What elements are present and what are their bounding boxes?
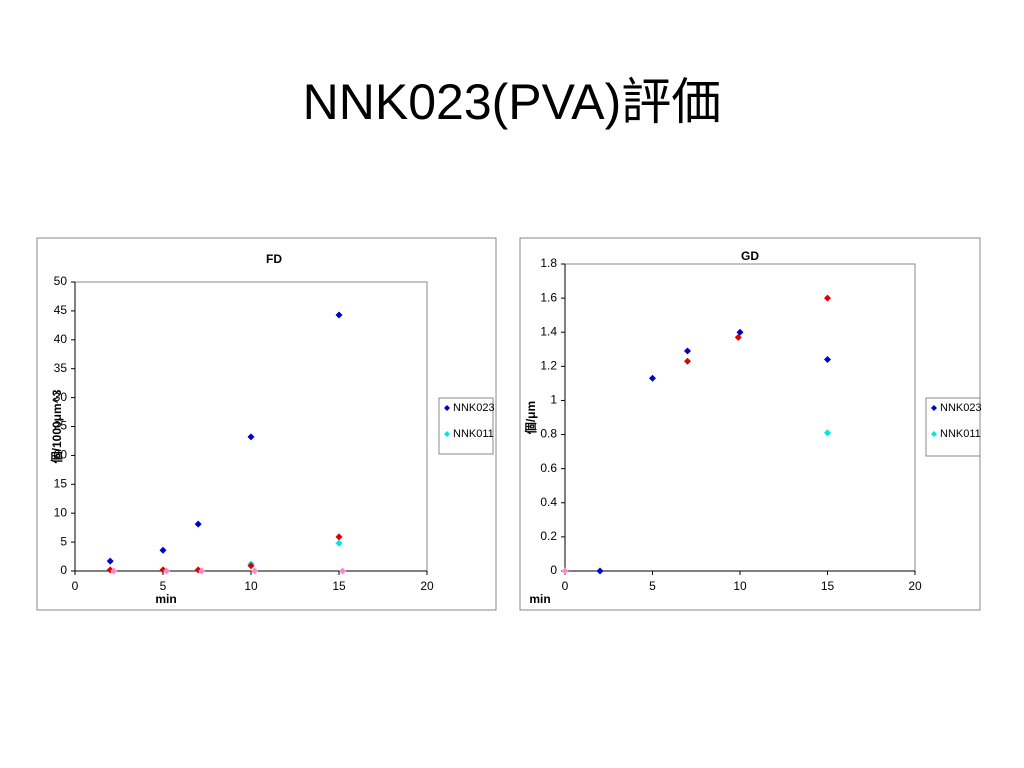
data-point xyxy=(339,567,347,575)
data-point xyxy=(824,356,831,364)
y-tick-label: 30 xyxy=(54,390,68,404)
y-axis-label: 個/μm xyxy=(523,401,538,435)
y-tick-label: 45 xyxy=(54,303,68,317)
x-tick-label: 10 xyxy=(244,579,258,593)
x-tick-label: 15 xyxy=(332,579,346,593)
plot-area xyxy=(74,281,428,572)
data-point xyxy=(684,357,691,365)
data-point xyxy=(596,567,604,575)
data-point xyxy=(251,567,259,575)
data-point xyxy=(106,557,114,565)
x-tick-label: 20 xyxy=(420,579,434,593)
y-tick-label: 40 xyxy=(54,332,68,346)
data-point xyxy=(247,562,255,570)
legend-label: NNK011 xyxy=(453,428,494,440)
legend-label: NNK011 xyxy=(940,428,981,440)
legend-label: NNK023 xyxy=(453,402,495,414)
x-tick-label: 0 xyxy=(72,579,79,593)
data-point xyxy=(159,546,167,554)
x-tick-label: 15 xyxy=(821,579,835,593)
plot-area xyxy=(564,263,916,572)
x-tick-label: 20 xyxy=(908,579,922,593)
legend-marker xyxy=(444,405,450,411)
x-axis-label: min xyxy=(529,592,550,606)
data-point xyxy=(734,333,742,341)
data-point xyxy=(335,311,343,319)
x-tick-label: 5 xyxy=(649,579,656,593)
y-axis-label: 個/1000μm^3 xyxy=(49,389,64,464)
y-tick-label: 10 xyxy=(54,505,68,519)
y-tick-label: 50 xyxy=(54,274,68,288)
data-point xyxy=(561,567,569,575)
data-point xyxy=(649,374,656,382)
y-tick-label: 0 xyxy=(550,563,557,577)
legend-marker xyxy=(931,431,937,437)
data-point xyxy=(824,429,831,437)
data-point xyxy=(163,567,171,575)
legend-marker xyxy=(444,431,450,437)
y-tick-label: 15 xyxy=(54,476,68,490)
x-tick-label: 0 xyxy=(562,579,569,593)
data-point xyxy=(198,567,206,575)
y-tick-label: 1.4 xyxy=(540,324,557,338)
slide-title: NNK023(PVA)評価 xyxy=(302,74,722,130)
y-tick-label: 25 xyxy=(54,419,68,433)
legend-label: NNK023 xyxy=(940,402,982,414)
x-tick-label: 5 xyxy=(160,579,167,593)
y-tick-label: 35 xyxy=(54,361,68,375)
y-tick-label: 1 xyxy=(550,393,557,407)
data-point xyxy=(335,539,343,547)
data-point xyxy=(684,347,691,355)
x-axis-label: min xyxy=(155,592,176,606)
data-point xyxy=(247,433,255,441)
y-tick-label: 0.4 xyxy=(540,495,557,509)
y-tick-label: 0 xyxy=(60,563,67,577)
data-point xyxy=(194,520,202,528)
y-tick-label: 0.6 xyxy=(540,461,557,475)
y-tick-label: 1.8 xyxy=(540,256,557,270)
chart-title: GD xyxy=(741,249,759,263)
y-tick-label: 0.8 xyxy=(540,427,557,441)
legend-marker xyxy=(931,405,937,411)
data-point xyxy=(110,567,118,575)
y-tick-label: 1.2 xyxy=(540,359,557,373)
chart-title: FD xyxy=(266,252,282,266)
data-point xyxy=(824,294,831,302)
y-tick-label: 0.2 xyxy=(540,529,557,543)
y-tick-label: 1.6 xyxy=(540,290,557,304)
y-tick-label: 20 xyxy=(54,448,68,462)
y-tick-label: 5 xyxy=(60,534,67,548)
x-tick-label: 10 xyxy=(733,579,747,593)
data-point xyxy=(335,533,343,541)
